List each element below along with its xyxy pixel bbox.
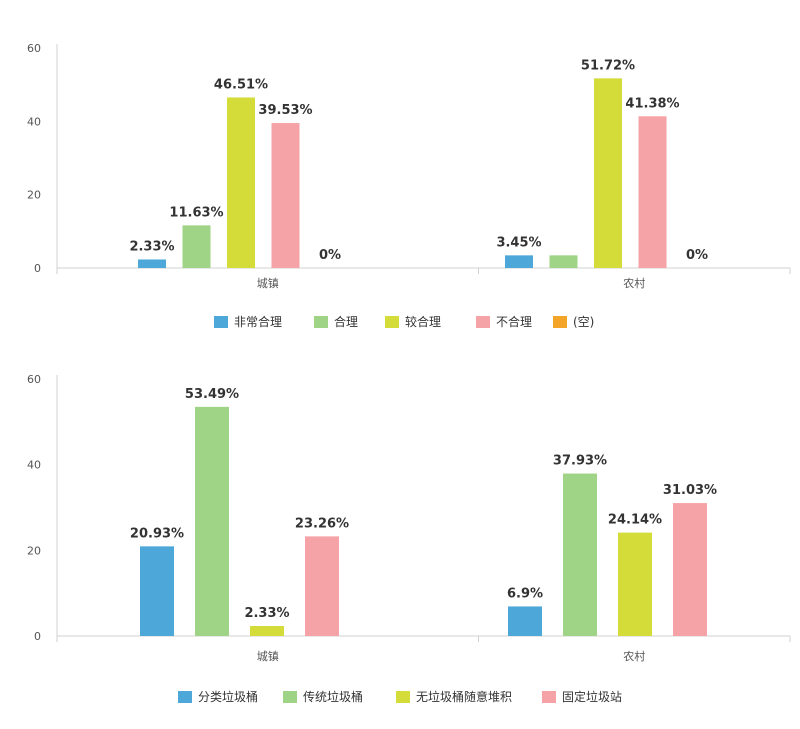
data-label: 51.72%: [581, 58, 635, 73]
bar: [505, 255, 533, 268]
category-label: 城镇: [257, 649, 279, 663]
bar: [638, 116, 667, 268]
bar: [140, 546, 174, 636]
legend-item: 传统垃圾桶: [283, 689, 363, 704]
y-tick-label: 20: [27, 544, 41, 557]
legend-label: 不合理: [496, 314, 532, 329]
legend-swatch: [178, 691, 192, 703]
bar: [305, 536, 339, 636]
data-label: 37.93%: [553, 454, 607, 469]
legend-item: 非常合理: [214, 314, 282, 329]
data-label: 2.33%: [129, 239, 174, 254]
legend-swatch: [314, 316, 328, 328]
chart-1: 0 20 40 60 2.33% 11.63% 46.51% 39.53% 0% 城镇 3.45% 5…: [27, 42, 791, 329]
bar: [227, 97, 255, 268]
data-label: 0%: [319, 248, 341, 263]
legend-swatch: [283, 691, 297, 703]
legend-swatch: [385, 316, 399, 328]
legend-label: 非常合理: [234, 314, 282, 329]
bar: [618, 532, 652, 636]
legend-swatch: [396, 691, 410, 703]
bar: [182, 225, 211, 268]
data-label: 3.45%: [496, 235, 541, 250]
category-label: 农村: [623, 276, 645, 290]
bar: [673, 503, 707, 636]
legend-swatch: [553, 316, 567, 328]
y-tick-label: 60: [27, 373, 41, 386]
legend-label: 固定垃圾站: [562, 689, 622, 704]
legend-swatch: [214, 316, 228, 328]
legend-label: 合理: [334, 314, 358, 329]
category-label: 农村: [623, 649, 645, 663]
legend-item: 较合理: [385, 314, 441, 329]
y-tick-label: 0: [34, 262, 41, 275]
legend-label: 传统垃圾桶: [303, 689, 363, 704]
legend-label: 分类垃圾桶: [198, 689, 258, 704]
bar: [271, 123, 300, 268]
category-label: 城镇: [257, 276, 279, 290]
bar: [594, 78, 622, 268]
legend-swatch: [476, 316, 490, 328]
legend-label: 无垃圾桶随意堆积: [416, 689, 512, 704]
y-tick-label: 40: [27, 459, 41, 472]
bar: [549, 255, 578, 268]
legend-item: 分类垃圾桶: [178, 689, 258, 704]
data-label: 2.33%: [244, 606, 289, 621]
data-label: 20.93%: [130, 526, 184, 541]
bar: [508, 606, 542, 636]
legend-item: 固定垃圾站: [542, 689, 622, 704]
bar: [563, 473, 597, 636]
legend-item: (空): [553, 315, 594, 329]
data-label: 0%: [686, 248, 708, 263]
legend-swatch: [542, 691, 556, 703]
bar: [195, 406, 229, 636]
chart-2: 0 20 40 60 20.93% 53.49% 2.33% 23.26% 城镇 6.9% 37.9…: [27, 373, 791, 704]
data-label: 41.38%: [625, 96, 679, 111]
y-tick-label: 60: [27, 42, 41, 55]
bar: [250, 626, 284, 636]
y-tick-label: 0: [34, 630, 41, 643]
legend-label: 较合理: [405, 314, 441, 329]
data-label: 31.03%: [663, 483, 717, 498]
bar: [138, 259, 166, 268]
y-tick-label: 20: [27, 189, 41, 202]
data-label: 46.51%: [214, 77, 268, 92]
data-label: 6.9%: [507, 586, 543, 601]
data-label: 39.53%: [258, 103, 312, 118]
data-label: 11.63%: [169, 205, 223, 220]
data-label: 53.49%: [185, 387, 239, 402]
legend-item: 合理: [314, 314, 358, 329]
legend-item: 无垃圾桶随意堆积: [396, 689, 512, 704]
data-label: 23.26%: [295, 516, 349, 531]
y-tick-label: 40: [27, 115, 41, 128]
legend-label: (空): [573, 315, 594, 329]
data-label: 24.14%: [608, 513, 662, 528]
legend-item: 不合理: [476, 314, 532, 329]
